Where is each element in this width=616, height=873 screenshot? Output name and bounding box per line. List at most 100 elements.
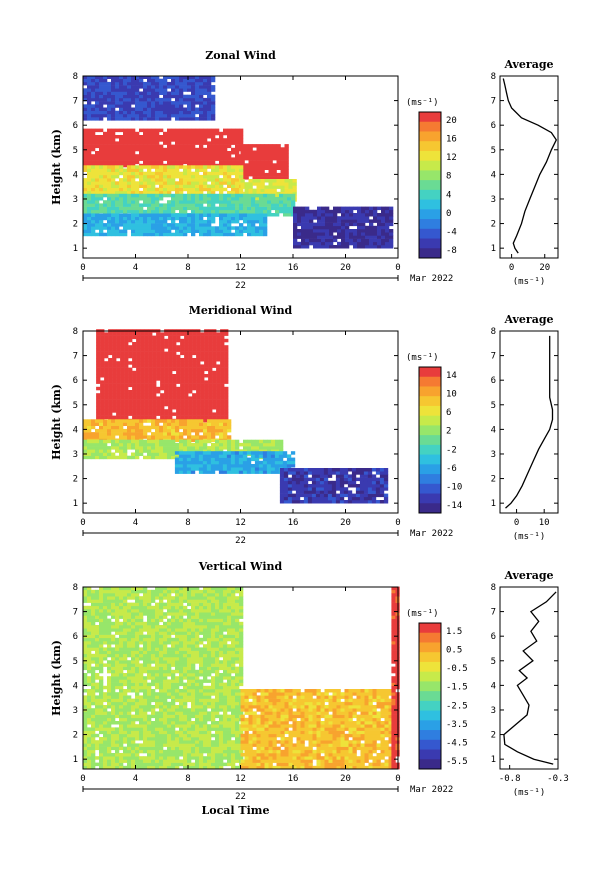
heatmap-cell (184, 342, 189, 346)
heatmap-cell (223, 168, 228, 172)
heatmap-cell (111, 200, 116, 204)
heatmap-cell (200, 370, 205, 375)
heatmap-cell (95, 596, 100, 600)
heatmap-cell (191, 219, 196, 224)
heatmap-cell (183, 151, 188, 155)
heatmap-cell (179, 190, 184, 195)
heatmap-cell (136, 361, 141, 365)
heatmap-cell (108, 345, 113, 349)
heatmap-cell (127, 135, 132, 139)
heatmap-cell (203, 168, 208, 172)
heatmap-cell (381, 213, 386, 217)
heatmap-cell (188, 332, 193, 336)
heatmap-cell (349, 222, 354, 227)
heatmap-cell (147, 181, 152, 185)
heatmap-cell (239, 200, 244, 204)
heatmap-cell (345, 235, 350, 239)
heatmap-cell (139, 144, 144, 149)
heatmap-cell (191, 446, 196, 450)
heatmap-cell (339, 490, 345, 494)
heatmap-cell (210, 460, 216, 465)
heatmap-cell (247, 200, 252, 204)
heatmap-cell (359, 500, 365, 504)
heatmap-cell (103, 428, 108, 433)
heatmap-cell (91, 223, 96, 227)
heatmap-cell (283, 197, 288, 201)
heatmap-cell (164, 409, 169, 413)
heatmap-cell (247, 226, 252, 230)
heatmap-cell (259, 223, 264, 227)
heatmap-cell (329, 232, 334, 236)
heatmap-cell (264, 172, 269, 177)
heatmap-cell (83, 753, 88, 757)
heatmap-cell (248, 156, 253, 161)
heatmap-cell (176, 396, 181, 400)
heatmap-cell (367, 493, 373, 498)
heatmap-cell (239, 449, 244, 453)
heatmap-cell (107, 641, 112, 645)
heatmap-cell (208, 354, 213, 359)
heatmap-cell (220, 412, 225, 416)
heatmap-cell (83, 724, 88, 728)
heatmap-cell (95, 190, 100, 195)
heatmap-cell (87, 596, 92, 600)
heatmap-cell (155, 209, 160, 214)
heatmap-cell (223, 141, 228, 145)
heatmap-cell (199, 213, 204, 217)
heatmap-cell (226, 460, 232, 465)
heatmap-cell (184, 412, 189, 416)
heatmap-cell (215, 151, 220, 155)
heatmap-cell (83, 756, 88, 760)
heatmap-cell (271, 213, 276, 217)
heatmap-cell (131, 435, 136, 439)
heatmap-cell (131, 226, 136, 230)
heatmap-cell (203, 223, 208, 227)
heatmap-cell (119, 216, 124, 221)
heatmap-cell (337, 235, 342, 239)
heatmap-cell (317, 206, 322, 211)
heatmap-cell (196, 338, 201, 343)
heatmap-cell (377, 225, 382, 230)
heatmap-cell (139, 428, 144, 433)
heatmap-cell (131, 178, 136, 182)
heatmap-cell (275, 213, 280, 217)
heatmap-cell (220, 364, 225, 368)
heatmap-cell (246, 467, 252, 471)
heatmap-cell (111, 589, 116, 594)
heatmap-cell (99, 765, 104, 770)
heatmap-cell (91, 657, 96, 661)
heatmap-cell (95, 711, 100, 715)
heatmap-cell (107, 226, 112, 230)
heatmap-cell (119, 75, 124, 79)
avg-y-tick-label: 3 (491, 450, 496, 460)
heatmap-cell (139, 178, 144, 182)
heatmap-cell (95, 419, 100, 423)
heatmap-cell (363, 496, 369, 501)
heatmap-cell (192, 364, 197, 368)
heatmap-cell (108, 399, 113, 404)
heatmap-cell (91, 78, 96, 83)
heatmap-cell (373, 245, 378, 249)
heatmap-cell (163, 181, 168, 185)
heatmap-cell (108, 383, 113, 388)
heatmap-cell (139, 435, 144, 439)
heatmap-cell (91, 432, 96, 436)
heatmap-cell (155, 435, 160, 439)
heatmap-cell (87, 422, 92, 426)
heatmap-cell (139, 97, 144, 102)
heatmap-cell (331, 471, 337, 475)
heatmap-cell (99, 171, 104, 176)
heatmap-cell (168, 399, 173, 404)
heatmap-cell (251, 219, 256, 224)
heatmap-cell (247, 219, 252, 224)
heatmap-cell (171, 193, 176, 198)
heatmap-cell (379, 493, 385, 498)
heatmap-cell (176, 335, 181, 340)
heatmap-cell (186, 451, 192, 455)
heatmap-cell (373, 209, 378, 214)
heatmap-cell (195, 428, 200, 433)
heatmap-cell (119, 206, 124, 211)
heatmap-cell (95, 589, 100, 594)
heatmap-cell (195, 88, 200, 92)
